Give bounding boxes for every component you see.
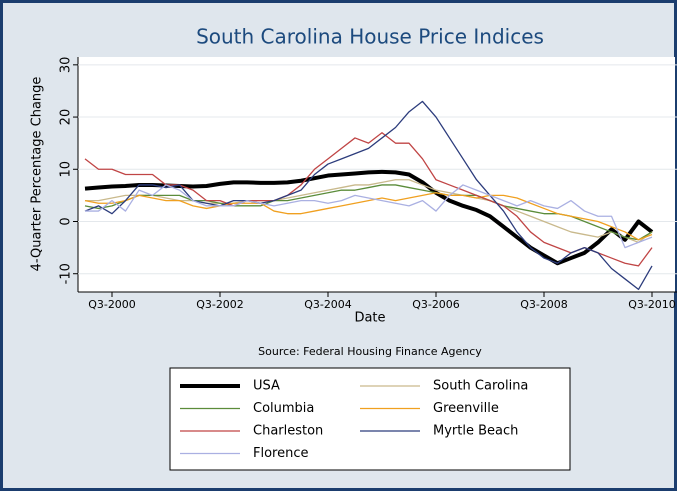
legend-label: Myrtle Beach (433, 424, 518, 439)
series-line (85, 184, 653, 249)
legend-label: South Carolina (433, 379, 528, 394)
x-tick-label: Q3-2000 (88, 298, 136, 311)
y-tick-label: -10 (59, 263, 74, 284)
series-line (84, 192, 653, 241)
legend-label: Columbia (253, 401, 314, 416)
x-tick-label: Q3-2010 (628, 298, 676, 311)
legend-label: Florence (253, 446, 309, 461)
y-tick-label: 20 (59, 109, 74, 126)
series-line (84, 100, 653, 291)
legend-label: USA (253, 379, 280, 394)
chart-title: South Carolina House Price Indices (196, 25, 544, 49)
x-tick-label: Q3-2002 (196, 298, 244, 311)
legend-label: Greenville (433, 401, 499, 416)
y-tick-label: 30 (59, 57, 74, 74)
x-tick-label: Q3-2008 (520, 298, 568, 311)
y-tick-label: 10 (59, 161, 74, 178)
plot-area (78, 57, 675, 292)
source-note: Source: Federal Housing Finance Agency (258, 345, 482, 358)
x-tick-label: Q3-2004 (304, 298, 352, 311)
legend-label: Charleston (253, 424, 323, 439)
x-axis-label: Date (354, 311, 385, 326)
x-tick-label: Q3-2006 (412, 298, 460, 311)
y-tick-label: 0 (59, 217, 74, 225)
y-axis-label: 4-Quarter Percentage Change (30, 77, 45, 272)
